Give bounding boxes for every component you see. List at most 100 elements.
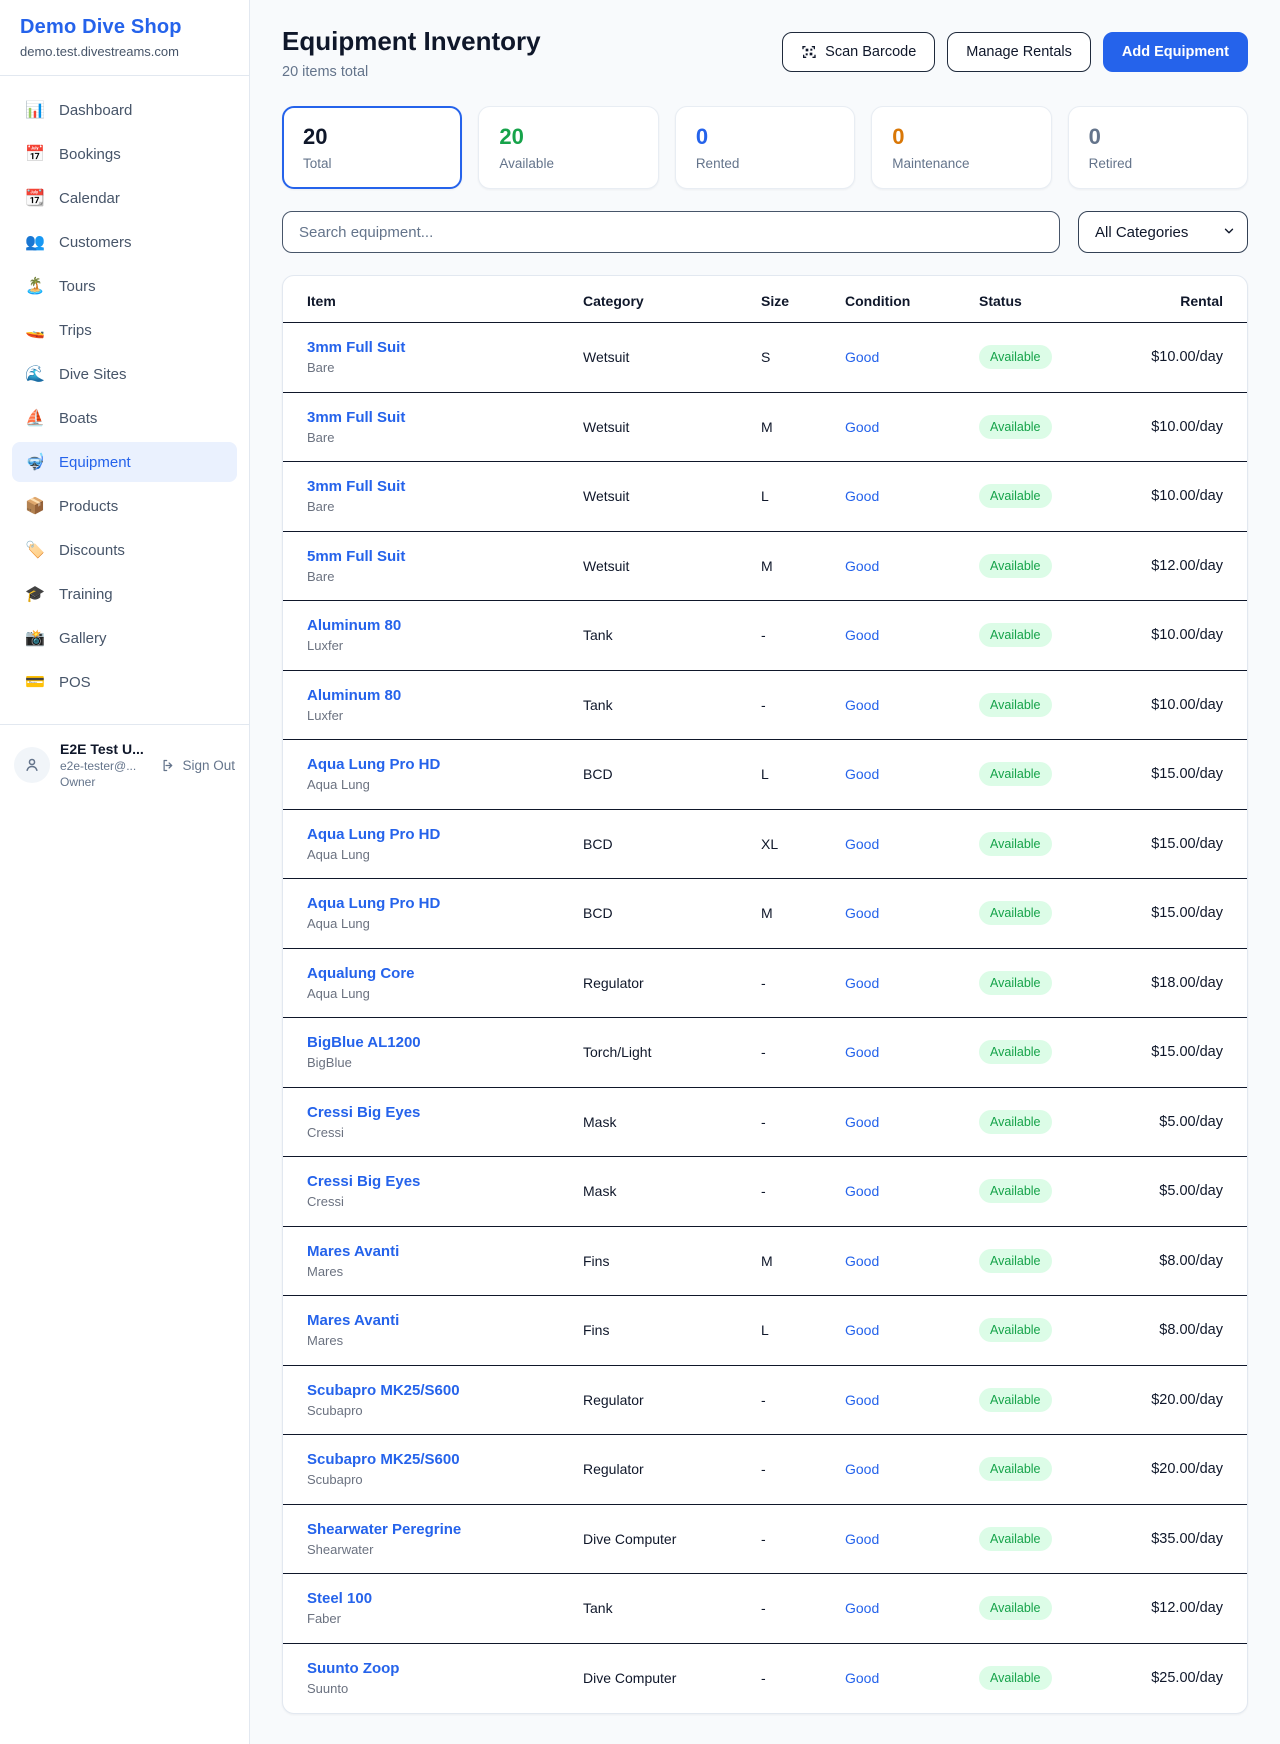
item-name-link[interactable]: 3mm Full Suit <box>307 408 406 426</box>
bookings-icon: 📅 <box>25 146 45 163</box>
sidebar-item-label: POS <box>59 673 91 691</box>
table-row: 3mm Full Suit Bare Wetsuit M Good Available $1… <box>283 393 1247 462</box>
status-cell: Available <box>979 692 1139 717</box>
condition-link[interactable]: Good <box>845 349 880 366</box>
item-name-link[interactable]: Shearwater Peregrine <box>307 1520 462 1538</box>
sidebar-item-products[interactable]: 📦 Products <box>12 486 237 526</box>
gallery-icon: 📸 <box>25 630 45 647</box>
condition-link[interactable]: Good <box>845 557 880 574</box>
category-cell: BCD <box>583 835 613 852</box>
stat-card-retired[interactable]: 0 Retired <box>1067 106 1249 189</box>
add-equipment-button[interactable]: Add Equipment <box>1102 32 1248 72</box>
condition-link[interactable]: Good <box>845 1530 880 1547</box>
item-name-link[interactable]: 3mm Full Suit <box>307 339 406 357</box>
category-cell: Wetsuit <box>583 349 630 366</box>
category-cell: Regulator <box>583 974 644 991</box>
sidebar-item-tours[interactable]: 🏝️ Tours <box>12 266 237 306</box>
search-input[interactable] <box>282 211 1060 253</box>
condition-link[interactable]: Good <box>845 1044 880 1061</box>
status-cell: Available <box>979 1318 1139 1343</box>
condition-link[interactable]: Good <box>845 1461 880 1478</box>
stat-card-rented[interactable]: 0 Rented <box>674 106 856 189</box>
status-cell: Available <box>979 1596 1139 1621</box>
rental-price: $20.00/day <box>1151 1391 1223 1408</box>
size-cell: - <box>761 1670 766 1687</box>
sidebar-item-dive-sites[interactable]: 🌊 Dive Sites <box>12 354 237 394</box>
size-cell: M <box>761 418 773 435</box>
category-cell: Tank <box>583 696 613 713</box>
item-name-link[interactable]: 5mm Full Suit <box>307 547 406 565</box>
condition-link[interactable]: Good <box>845 835 880 852</box>
table-row: Scubapro MK25/S600 Scubapro Regulator - Good… <box>283 1366 1247 1435</box>
category-cell: Torch/Light <box>583 1044 652 1061</box>
item-cell: 5mm Full Suit Bare <box>307 548 583 584</box>
rental-price: $10.00/day <box>1151 696 1223 713</box>
column-header-size: Size <box>761 293 790 309</box>
sign-out-button[interactable]: Sign Out <box>161 758 235 773</box>
condition-link[interactable]: Good <box>845 1252 880 1269</box>
stat-card-total[interactable]: 20 Total <box>282 106 463 189</box>
condition-link[interactable]: Good <box>845 905 880 922</box>
sidebar-item-equipment[interactable]: 🤿 Equipment <box>12 442 237 482</box>
sidebar-item-calendar[interactable]: 📆 Calendar <box>12 178 237 218</box>
item-name-link[interactable]: Mares Avanti <box>307 1242 400 1260</box>
condition-link[interactable]: Good <box>845 1391 880 1408</box>
condition-link[interactable]: Good <box>845 1670 880 1687</box>
item-name-link[interactable]: Cressi Big Eyes <box>307 1103 421 1121</box>
sidebar-item-label: Training <box>59 585 113 603</box>
status-cell: Available <box>979 901 1139 926</box>
size-cell: M <box>761 557 773 574</box>
condition-link[interactable]: Good <box>845 627 880 644</box>
scan-barcode-button[interactable]: Scan Barcode <box>782 32 936 72</box>
category-select[interactable]: All Categories <box>1078 211 1248 253</box>
sidebar-item-customers[interactable]: 👥 Customers <box>12 222 237 262</box>
item-name-link[interactable]: Cressi Big Eyes <box>307 1173 421 1191</box>
status-badge: Available <box>979 1318 1052 1343</box>
sidebar-item-training[interactable]: 🎓 Training <box>12 574 237 614</box>
condition-link[interactable]: Good <box>845 1113 880 1130</box>
condition-link[interactable]: Good <box>845 1322 880 1339</box>
item-cell: Aluminum 80 Luxfer <box>307 687 583 723</box>
item-name-link[interactable]: Mares Avanti <box>307 1312 400 1330</box>
item-name-link[interactable]: Aqua Lung Pro HD <box>307 895 441 913</box>
page-title: Equipment Inventory <box>282 26 541 56</box>
sign-out-icon <box>163 759 173 771</box>
condition-link[interactable]: Good <box>845 696 880 713</box>
manage-rentals-button[interactable]: Manage Rentals <box>947 32 1091 72</box>
stat-card-available[interactable]: 20 Available <box>478 106 659 189</box>
sidebar-item-bookings[interactable]: 📅 Bookings <box>12 134 237 174</box>
sidebar-item-trips[interactable]: 🚤 Trips <box>12 310 237 350</box>
item-cell: 3mm Full Suit Bare <box>307 478 583 514</box>
rental-price: $15.00/day <box>1151 1044 1223 1061</box>
item-name-link[interactable]: Aqua Lung Pro HD <box>307 756 441 774</box>
status-badge: Available <box>979 901 1052 926</box>
item-name-link[interactable]: Scubapro MK25/S600 <box>307 1451 460 1469</box>
sidebar-item-pos[interactable]: 💳 POS <box>12 662 237 702</box>
sidebar-item-boats[interactable]: ⛵ Boats <box>12 398 237 438</box>
condition-link[interactable]: Good <box>845 766 880 783</box>
stat-card-maintenance[interactable]: 0 Maintenance <box>871 106 1052 189</box>
item-name-link[interactable]: 3mm Full Suit <box>307 478 406 496</box>
item-name-link[interactable]: Scubapro MK25/S600 <box>307 1381 460 1399</box>
item-name-link[interactable]: BigBlue AL1200 <box>307 1034 421 1052</box>
status-cell: Available <box>979 831 1139 856</box>
item-name-link[interactable]: Aqua Lung Pro HD <box>307 825 441 843</box>
size-cell: - <box>761 1391 766 1408</box>
sidebar-item-gallery[interactable]: 📸 Gallery <box>12 618 237 658</box>
condition-link[interactable]: Good <box>845 974 880 991</box>
sidebar-item-discounts[interactable]: 🏷️ Discounts <box>12 530 237 570</box>
item-name-link[interactable]: Steel 100 <box>307 1590 373 1608</box>
condition-link[interactable]: Good <box>845 488 880 505</box>
item-brand: Bare <box>307 429 335 445</box>
brand-domain: demo.test.divestreams.com <box>20 44 179 59</box>
item-name-link[interactable]: Suunto Zoop <box>307 1660 400 1678</box>
condition-link[interactable]: Good <box>845 1600 880 1617</box>
item-name-link[interactable]: Aqualung Core <box>307 964 415 982</box>
condition-link[interactable]: Good <box>845 418 880 435</box>
item-name-link[interactable]: Aluminum 80 <box>307 617 402 635</box>
condition-link[interactable]: Good <box>845 1183 880 1200</box>
sidebar-item-dashboard[interactable]: 📊 Dashboard <box>12 90 237 130</box>
item-name-link[interactable]: Aluminum 80 <box>307 686 402 704</box>
size-cell: L <box>761 766 769 783</box>
status-cell: Available <box>979 970 1139 995</box>
